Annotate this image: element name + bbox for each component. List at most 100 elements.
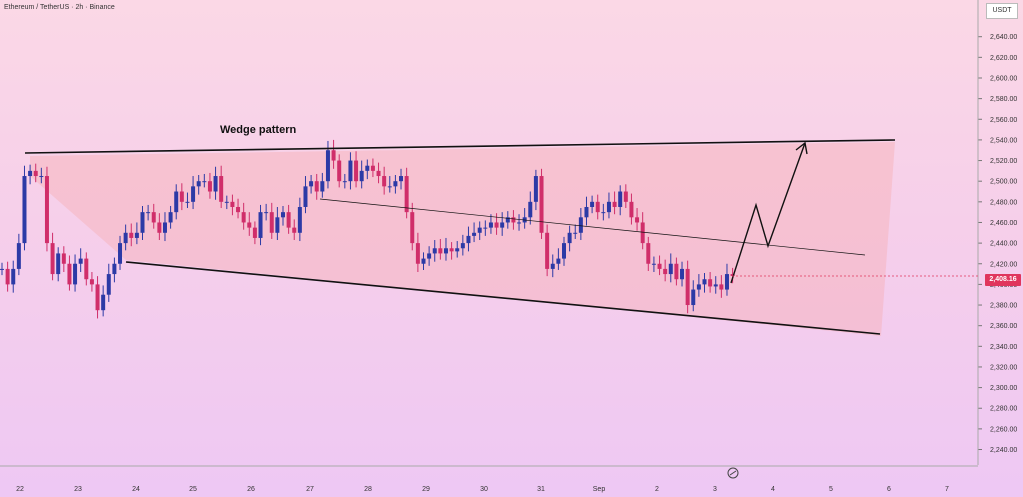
event-icon-mark [729, 470, 737, 476]
candle-body [292, 227, 297, 233]
candle-body [708, 279, 713, 287]
currency-unit: USDT [986, 3, 1018, 19]
candle-body [118, 243, 123, 264]
candle-body [269, 212, 274, 233]
candle-body [663, 268, 668, 275]
candle-body [533, 176, 538, 202]
y-tick-label: 2,420.00 [990, 261, 1017, 268]
candle-body [258, 212, 263, 238]
candle-body [713, 284, 718, 287]
candle-body [16, 243, 21, 269]
x-tick-label: Sep [593, 486, 606, 493]
candle-body [337, 160, 342, 182]
candle-body [157, 222, 162, 233]
candle-body [455, 248, 460, 252]
candle-body [646, 243, 651, 264]
candle-body [382, 176, 387, 187]
candle-body [488, 222, 493, 228]
candle-body [89, 279, 94, 285]
candle-body [174, 191, 179, 213]
candle-body [550, 263, 555, 269]
x-tick-label: 31 [537, 486, 545, 493]
candle-body [730, 274, 735, 276]
candle-body [303, 186, 308, 207]
candle-body [112, 263, 117, 275]
y-tick-label: 2,560.00 [990, 117, 1017, 124]
candle-body [140, 212, 145, 233]
chart-title: Ethereum / TetherUS · 2h · Binance [4, 4, 115, 11]
candle-body [219, 176, 224, 202]
lower-trendline [125, 261, 881, 335]
candle-body [28, 170, 33, 177]
y-tick-label: 2,520.00 [990, 158, 1017, 165]
y-tick-label: 2,580.00 [990, 96, 1017, 103]
candle-body [483, 227, 488, 229]
y-tick-label: 2,380.00 [990, 303, 1017, 310]
candle-body [606, 201, 611, 213]
candle-body [505, 217, 510, 223]
candle-body [365, 165, 370, 171]
candle-body [22, 176, 27, 244]
candle-body [449, 248, 454, 252]
projection-path [730, 142, 806, 284]
candle-body [562, 243, 566, 259]
candle-body [528, 201, 533, 218]
candle-body [264, 212, 269, 214]
candle-body [162, 222, 167, 233]
mid-trendline [319, 198, 866, 256]
candle-body [567, 232, 572, 244]
candle-body [696, 284, 701, 290]
candle-body [443, 248, 448, 254]
candle-body [342, 181, 347, 183]
x-tick-label: 23 [74, 486, 82, 493]
candle-body [151, 212, 156, 223]
candle-body [578, 217, 583, 233]
candle-body [623, 191, 628, 202]
candle-body [618, 191, 623, 207]
y-tick-label: 2,460.00 [990, 220, 1017, 227]
candle-body [724, 274, 729, 290]
x-tick-label: 28 [364, 486, 372, 493]
candle-body [719, 284, 724, 290]
candle-body [207, 181, 212, 192]
candle-body [185, 201, 190, 203]
candle-body [61, 253, 66, 264]
candle-body [472, 232, 477, 236]
candle-body [640, 222, 645, 244]
candle-body [404, 176, 409, 213]
candle-body [106, 274, 111, 295]
candle-body [466, 235, 471, 244]
candle-body [191, 186, 196, 202]
candle-body [612, 201, 617, 207]
x-tick-label: 3 [713, 486, 717, 493]
candle-body [410, 212, 415, 244]
candle-body [286, 212, 291, 228]
candle-body [196, 181, 201, 187]
candle-body [67, 263, 72, 285]
candle-body [213, 176, 218, 192]
candle-body [309, 181, 314, 187]
y-tick-label: 2,240.00 [990, 447, 1017, 454]
x-tick-label: 4 [771, 486, 775, 493]
candle-body [202, 181, 207, 183]
candle-body [494, 222, 499, 228]
candle-body [545, 232, 550, 269]
candle-body [657, 263, 662, 269]
candle-body [224, 201, 229, 203]
candle-body [556, 258, 561, 264]
candle-body [73, 263, 78, 285]
candle-body [314, 181, 319, 192]
candle-body [685, 268, 690, 306]
y-tick-label: 2,620.00 [990, 55, 1017, 62]
candle-body [44, 176, 49, 244]
candle-body [348, 160, 353, 182]
y-tick-label: 2,260.00 [990, 426, 1017, 433]
candle-body [674, 263, 679, 280]
candle-body [500, 222, 505, 228]
candle-body [247, 222, 252, 228]
candle-body [297, 206, 302, 233]
candle-body [146, 212, 151, 214]
candle-body [56, 253, 61, 275]
candle-body [691, 289, 696, 306]
